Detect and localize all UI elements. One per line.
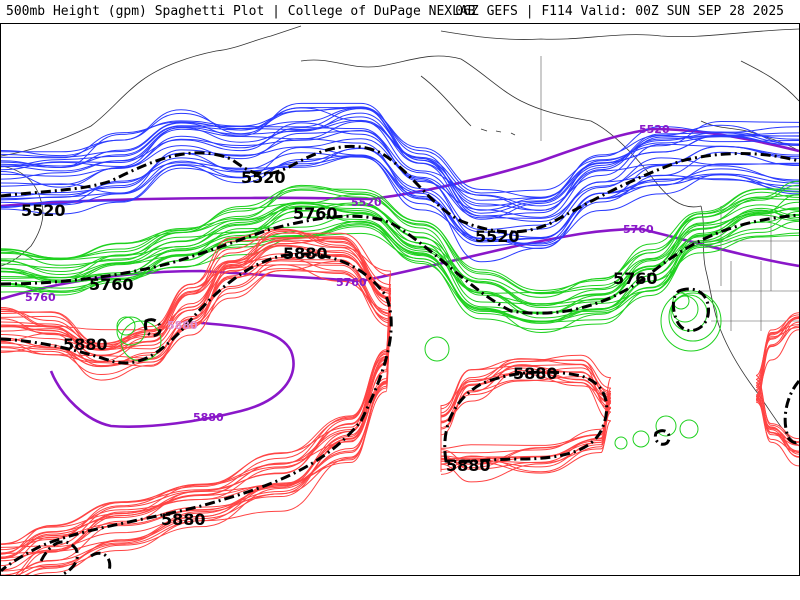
- ensemble-5880-east-member: [755, 325, 799, 453]
- ensemble-5880-member: [1, 264, 392, 575]
- ensemble-5880-member: [1, 268, 392, 575]
- coastline-aleutians: [420, 75, 516, 136]
- clim-label-5880-north: 5880: [167, 319, 198, 332]
- ensemble-5880-member: [1, 257, 392, 575]
- ensemble-5880-member: [1, 237, 392, 554]
- clim-label-5760-west: 5760: [25, 291, 56, 304]
- plot-title: 500mb Height (gpm) Spaghetti Plot | Coll…: [6, 4, 476, 19]
- ensemble-5880-high-member: [440, 359, 612, 454]
- ensemble-5520-member: [1, 130, 799, 223]
- ensemble-5760-member: [1, 180, 799, 294]
- mean-5760-line: [1, 213, 799, 315]
- model-run-info: 06Z GEFS | F114 Valid: 00Z SUN SEP 28 20…: [455, 4, 784, 19]
- mean-5880-gulf: [653, 429, 671, 446]
- map-panel: 5520 5520 5520 5760 5760 5760 5880 5880 …: [0, 23, 800, 576]
- ensemble-5880-east-member: [755, 317, 799, 446]
- clim-5760-line: [1, 227, 799, 301]
- ensemble-5760-member: [1, 214, 799, 322]
- ensemble-5760-member: [1, 193, 799, 305]
- ensemble-5760-member: [1, 209, 799, 323]
- borders: [540, 56, 799, 331]
- label-5880-north: 5880: [283, 244, 328, 263]
- label-5880-west: 5880: [63, 335, 108, 354]
- ensemble-5760-member: [1, 202, 799, 308]
- climatology-contours: [1, 127, 799, 428]
- ensemble-5880-member: [1, 270, 392, 575]
- ensemble-5760-contours: [1, 180, 799, 333]
- ensemble-5520-member: [1, 106, 799, 211]
- ensemble-5520-member: [1, 107, 799, 201]
- ensemble-5880-member: [1, 238, 392, 554]
- clim-label-5520-east: 5520: [639, 123, 670, 136]
- ensemble-5880-east-member: [755, 324, 799, 455]
- ensemble-mean-contours: [1, 144, 799, 575]
- coastline-arctic: [440, 28, 799, 40]
- ensemble-5880-east-member: [755, 316, 799, 443]
- label-5520-west: 5520: [21, 201, 66, 220]
- ensemble-5880-high-member: [440, 358, 612, 470]
- label-5760-central: 5760: [293, 204, 338, 223]
- ensemble-5760-member: [1, 220, 799, 323]
- label-5760-west: 5760: [89, 275, 134, 294]
- ensemble-5520-member: [1, 155, 799, 245]
- ensemble-5520-member: [1, 107, 799, 207]
- label-5880-high-top: 5880: [513, 364, 558, 383]
- ensemble-5880-member: [1, 228, 392, 551]
- ensemble-5880-member: [1, 245, 392, 567]
- coastline-greenland-edge: [740, 60, 799, 102]
- ensemble-5760-member: [1, 201, 799, 313]
- header-bar: 500mb Height (gpm) Spaghetti Plot | Coll…: [0, 0, 800, 22]
- ensemble-5880-east-member: [755, 326, 799, 446]
- coastline-north-america-west: [700, 205, 799, 447]
- ensemble-5520-member: [1, 120, 799, 217]
- ensemble-5520-member: [1, 102, 799, 214]
- label-5880-south: 5880: [161, 510, 206, 529]
- border-states: [701, 261, 799, 331]
- clim-label-5880-south: 5880: [193, 411, 224, 424]
- clim-label-5520-central: 5520: [351, 196, 382, 209]
- ensemble-5760-member: [1, 198, 799, 305]
- ensemble-5520-member: [1, 119, 799, 211]
- ensemble-5880-member: [1, 240, 392, 559]
- ensemble-5520-member: [1, 154, 799, 249]
- label-5520-east: 5520: [475, 227, 520, 246]
- ensemble-5880-east-member: [755, 312, 799, 440]
- clim-label-5760-east: 5760: [623, 223, 654, 236]
- mean-5760-small-low: [143, 318, 162, 337]
- coastline-asia: [1, 25, 302, 157]
- clim-label-5760-central: 5760: [336, 276, 367, 289]
- ensemble-5520-member: [1, 138, 799, 243]
- mean-5760-closed-low: [671, 287, 710, 332]
- spaghetti-map: 5520 5520 5520 5760 5760 5760 5880 5880 …: [1, 25, 799, 575]
- ensemble-5760-member: [1, 188, 799, 298]
- ensemble-5880-east-member: [755, 329, 799, 467]
- mean-5520-line: [1, 144, 799, 234]
- ensemble-5520-contours: [1, 102, 799, 263]
- mean-5880-southwest: [39, 540, 112, 575]
- mean-contour-labels: 5520 5520 5520 5760 5760 5760 5880 5880 …: [21, 168, 658, 529]
- label-5880-high-bottom: 5880: [446, 456, 491, 475]
- ensemble-5880-member: [1, 250, 392, 571]
- ensemble-5760-closed-lows: [116, 290, 722, 450]
- ensemble-5880-high-member: [440, 354, 612, 465]
- ensemble-5520-member: [1, 146, 799, 247]
- ensemble-5880-east-member: [755, 316, 799, 444]
- ensemble-5760-member: [1, 232, 799, 333]
- ensemble-5520-member: [1, 107, 799, 207]
- ensemble-5520-member: [1, 155, 799, 263]
- mean-5880-east: [783, 380, 799, 445]
- climatology-labels: 5520 5520 5760 5760 5760 5880 5880: [25, 123, 670, 424]
- ensemble-5520-member: [1, 152, 799, 247]
- clim-5520-line: [1, 127, 799, 208]
- label-5760-east: 5760: [613, 269, 658, 288]
- ensemble-5880-high-member: [440, 358, 612, 451]
- ensemble-5520-member: [1, 147, 799, 239]
- label-5520-central: 5520: [241, 168, 286, 187]
- ensemble-5520-member: [1, 116, 799, 220]
- clim-5880-line: [49, 321, 295, 428]
- mean-5880-line: [1, 252, 393, 573]
